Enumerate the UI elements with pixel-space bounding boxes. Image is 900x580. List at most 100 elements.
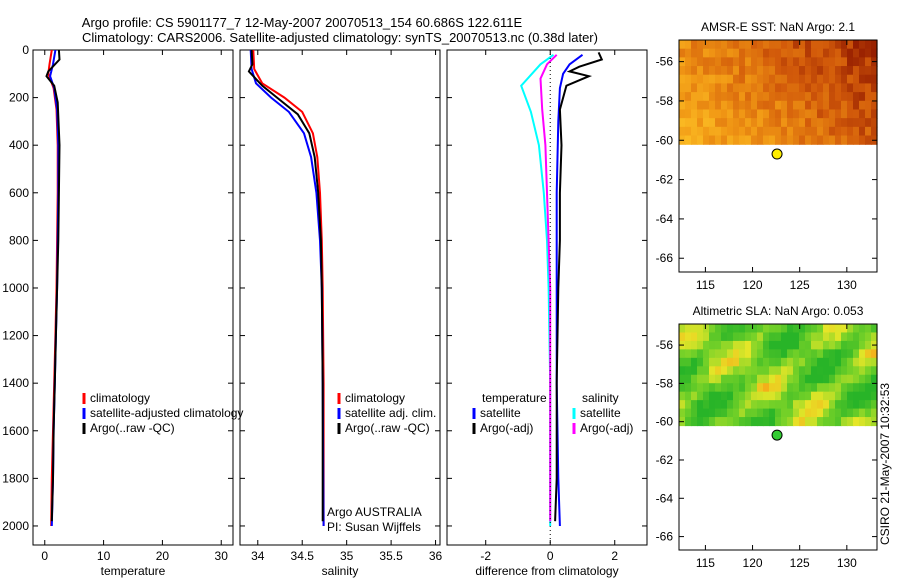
amsre_sst_map-cell bbox=[721, 109, 728, 119]
altimetric_sla_map-cell bbox=[763, 383, 770, 393]
altimetric_sla_map-cell bbox=[847, 417, 854, 427]
amsre_sst_map-cell bbox=[685, 40, 692, 50]
amsre_sst_map-cell bbox=[685, 126, 692, 137]
amsre_sst_map-cell bbox=[751, 48, 758, 58]
temperature-series-argo-raw-qc- bbox=[45, 50, 61, 522]
altimetric_sla_map-cell bbox=[763, 340, 770, 350]
altimetric_sla_map-cell bbox=[775, 391, 782, 401]
altimetric_sla_map-cell bbox=[703, 349, 710, 359]
legend-entry: climatology bbox=[90, 391, 150, 405]
altimetric_sla_map-xtick-label: 120 bbox=[743, 556, 763, 570]
altimetric_sla_map-cell bbox=[871, 349, 878, 359]
altimetric_sla_map-axes-frame bbox=[678, 323, 878, 551]
altimetric_sla_map-cell bbox=[781, 366, 788, 376]
amsre_sst_map-cell bbox=[865, 74, 872, 85]
amsre_sst_map-cell bbox=[775, 126, 782, 137]
altimetric_sla_map-cell bbox=[721, 366, 728, 376]
salinity-series-group bbox=[247, 50, 325, 527]
amsre_sst_map-cell bbox=[865, 92, 872, 102]
amsre_sst_map-cell bbox=[721, 57, 728, 67]
amsre_sst_map-cell bbox=[847, 83, 854, 93]
salinity-series-satellite-adj-clim- bbox=[249, 50, 325, 527]
salinity-xtick-label: 35.5 bbox=[379, 549, 403, 563]
amsre_sst_map-cell bbox=[763, 100, 770, 111]
legend-entry: Argo(-adj) bbox=[580, 421, 633, 435]
altimetric_sla_map-cell bbox=[709, 366, 716, 376]
altimetric_sla_map-cell bbox=[769, 391, 776, 401]
amsre_sst_map-cell bbox=[847, 40, 854, 50]
altimetric_sla_map-cell bbox=[841, 340, 848, 350]
altimetric_sla_map-cell bbox=[871, 400, 878, 410]
amsre_sst_map-cell bbox=[847, 118, 854, 128]
altimetric_sla_map-cell bbox=[835, 366, 842, 376]
amsre_sst_map-cell bbox=[745, 48, 752, 58]
amsre_sst_map-cell bbox=[811, 100, 818, 111]
amsre_sst_map-cell bbox=[727, 109, 734, 119]
altimetric_sla_map-cell bbox=[727, 349, 734, 359]
altimetric_sla_map-cell bbox=[721, 374, 728, 384]
altimetric_sla_map-cell bbox=[847, 324, 854, 334]
altimetric_sla_map-cell bbox=[829, 374, 836, 384]
altimetric_sla_map-cell bbox=[703, 417, 710, 427]
amsre_sst_map-cell bbox=[745, 92, 752, 102]
altimetric_sla_map-cell bbox=[799, 408, 806, 418]
amsre_sst_map-cell bbox=[709, 118, 716, 128]
amsre_sst_map-cell bbox=[739, 66, 746, 76]
altimetric_sla_map-cell bbox=[817, 324, 824, 334]
altimetric_sla_map-cell bbox=[685, 340, 692, 350]
altimetric_sla_map-cell bbox=[865, 324, 872, 334]
temperature-ytick-label: 1200 bbox=[2, 329, 29, 343]
altimetric_sla_map-cell bbox=[817, 374, 824, 384]
amsre_sst_map-cell bbox=[829, 40, 836, 50]
altimetric_sla_map-cell bbox=[781, 391, 788, 401]
difference-xlabel: difference from climatology bbox=[475, 564, 618, 578]
altimetric_sla_map-cell bbox=[703, 408, 710, 418]
altimetric_sla_map-cell bbox=[829, 383, 836, 393]
altimetric_sla_map-cell bbox=[685, 383, 692, 393]
altimetric_sla_map-cell bbox=[721, 400, 728, 410]
salinity-xtick-label: 34 bbox=[251, 549, 265, 563]
altimetric_sla_map-cell bbox=[697, 383, 704, 393]
altimetric_sla_map-cell bbox=[787, 357, 794, 367]
altimetric_sla_map-cell bbox=[763, 349, 770, 359]
altimetric_sla_map-cell bbox=[739, 366, 746, 376]
amsre_sst_map-cell bbox=[859, 118, 866, 128]
amsre_sst_map-cell bbox=[727, 126, 734, 137]
altimetric_sla_map-cell bbox=[769, 366, 776, 376]
altimetric_sla_map-cell bbox=[721, 383, 728, 393]
altimetric_sla_map-cell bbox=[817, 332, 824, 342]
altimetric_sla_map-cell bbox=[793, 400, 800, 410]
amsre_sst_map-cell bbox=[685, 135, 692, 145]
amsre_sst_map-cell bbox=[853, 40, 860, 50]
amsre_sst_map-cell bbox=[823, 109, 830, 119]
altimetric_sla_map-cell bbox=[847, 408, 854, 418]
altimetric_sla_map-cell bbox=[799, 340, 806, 350]
amsre_sst_map-cell bbox=[787, 48, 794, 58]
amsre_sst_map-cell bbox=[751, 74, 758, 85]
altimetric_sla_map-cell bbox=[721, 417, 728, 427]
amsre_sst_map-cell bbox=[685, 83, 692, 93]
amsre_sst_map-cell bbox=[811, 57, 818, 67]
amsre_sst_map-cell bbox=[709, 109, 716, 119]
altimetric_sla_map-cell bbox=[715, 366, 722, 376]
amsre_sst_map-heatmap bbox=[679, 40, 878, 145]
amsre_sst_map-cell bbox=[811, 66, 818, 76]
altimetric_sla_map-cell bbox=[829, 324, 836, 334]
altimetric_sla_map-cell bbox=[871, 391, 878, 401]
temperature-xtick-label: 0 bbox=[41, 549, 48, 563]
amsre_sst_map-cell bbox=[751, 40, 758, 50]
legend-entry: satellite bbox=[580, 406, 621, 420]
amsre_sst_map-cell bbox=[781, 57, 788, 67]
amsre_sst_map-cell bbox=[847, 135, 854, 145]
altimetric_sla_map-cell bbox=[685, 400, 692, 410]
altimetric_sla_map-cell bbox=[871, 408, 878, 418]
altimetric_sla_map-cell bbox=[811, 408, 818, 418]
amsre_sst_map-cell bbox=[679, 48, 686, 58]
altimetric_sla_map-cell bbox=[739, 383, 746, 393]
amsre_sst_map-cell bbox=[841, 57, 848, 67]
altimetric_sla_map-cell bbox=[793, 417, 800, 427]
amsre_sst_map-cell bbox=[763, 135, 770, 145]
amsre_sst_map-cell bbox=[853, 74, 860, 85]
amsre_sst_map-cell bbox=[787, 100, 794, 111]
